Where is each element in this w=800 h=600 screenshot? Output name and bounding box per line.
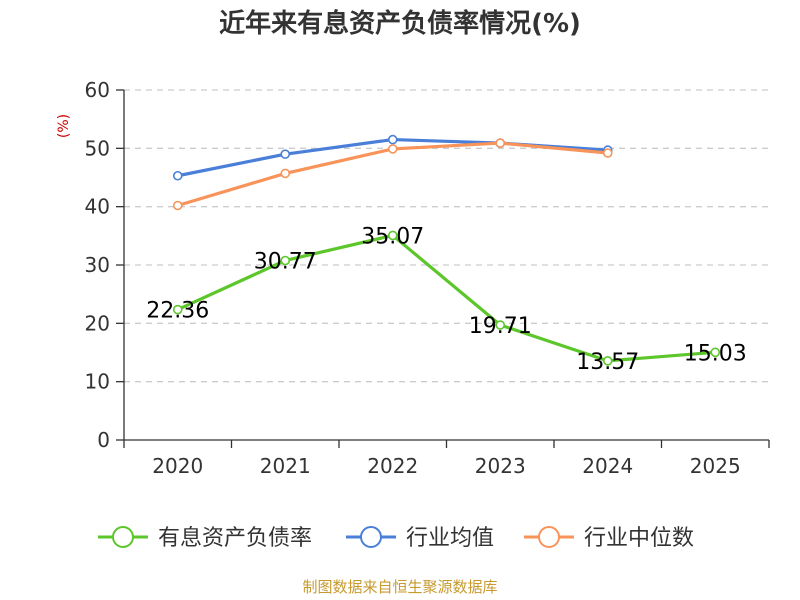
data-point[interactable]	[387, 144, 398, 154]
source-note: 制图数据来自恒生聚源数据库	[302, 578, 497, 596]
gridlines	[124, 89, 769, 383]
x-tick-label: 2023	[475, 454, 526, 478]
y-tick-label: 30	[85, 253, 110, 277]
x-tick-label: 2021	[260, 454, 311, 478]
y-tick-label: 60	[85, 78, 110, 102]
legend-label: 有息资产负债率	[158, 526, 312, 551]
x-tick-label: 2022	[367, 454, 418, 478]
series-2	[172, 138, 613, 211]
data-point[interactable]	[710, 347, 721, 358]
x-tick-label: 2024	[582, 454, 633, 478]
data-labels: 22.36 30.77 35.07 19.71 13.57 15.03	[146, 224, 746, 374]
data-label: 30.77	[254, 250, 317, 275]
chart-title: 近年来有息资产负债率情况(%)	[219, 8, 581, 39]
legend-item[interactable]: 有息资产负债率	[98, 526, 312, 551]
legend-label: 行业均值	[406, 526, 494, 551]
series-lines	[172, 134, 721, 366]
data-point[interactable]	[495, 320, 506, 330]
y-axis-unit-label: (%)	[56, 114, 72, 138]
y-tick-label: 50	[85, 136, 110, 160]
legend-marker	[112, 526, 134, 548]
series-line	[177, 233, 716, 363]
legend[interactable]: 有息资产负债率 行业均值 行业中位数	[98, 526, 694, 551]
data-point[interactable]	[280, 168, 291, 179]
legend-marker	[360, 526, 382, 548]
legend-marker	[538, 526, 560, 548]
data-point[interactable]	[602, 148, 613, 158]
data-label: 22.36	[146, 299, 209, 324]
x-tick-label: 2020	[152, 454, 203, 478]
y-tick-label: 0	[97, 428, 110, 452]
data-point[interactable]	[280, 149, 291, 159]
y-tick-label: 40	[85, 195, 110, 219]
data-point[interactable]	[172, 170, 183, 181]
series-1	[172, 134, 613, 181]
y-tick-label: 20	[85, 311, 110, 335]
data-point[interactable]	[602, 356, 613, 366]
data-point[interactable]	[495, 138, 506, 148]
data-point[interactable]	[280, 255, 291, 266]
data-point[interactable]	[172, 304, 183, 315]
legend-item[interactable]: 行业均值	[346, 526, 494, 551]
x-tick-label: 2025	[690, 454, 741, 478]
data-label: 35.07	[361, 224, 424, 249]
data-label: 15.03	[684, 341, 747, 366]
data-label: 13.57	[576, 350, 639, 375]
data-point[interactable]	[172, 200, 183, 211]
axes: 0 10 20 30 40 50 60 2020 2021 2022 2023 2024 2025	[85, 78, 770, 478]
legend-item[interactable]: 行业中位数	[524, 526, 694, 551]
series-0	[172, 230, 721, 366]
data-point[interactable]	[387, 230, 398, 241]
data-point[interactable]	[387, 134, 398, 145]
legend-label: 行业中位数	[584, 526, 694, 551]
y-tick-label: 10	[85, 370, 110, 394]
data-label: 19.71	[469, 314, 532, 339]
